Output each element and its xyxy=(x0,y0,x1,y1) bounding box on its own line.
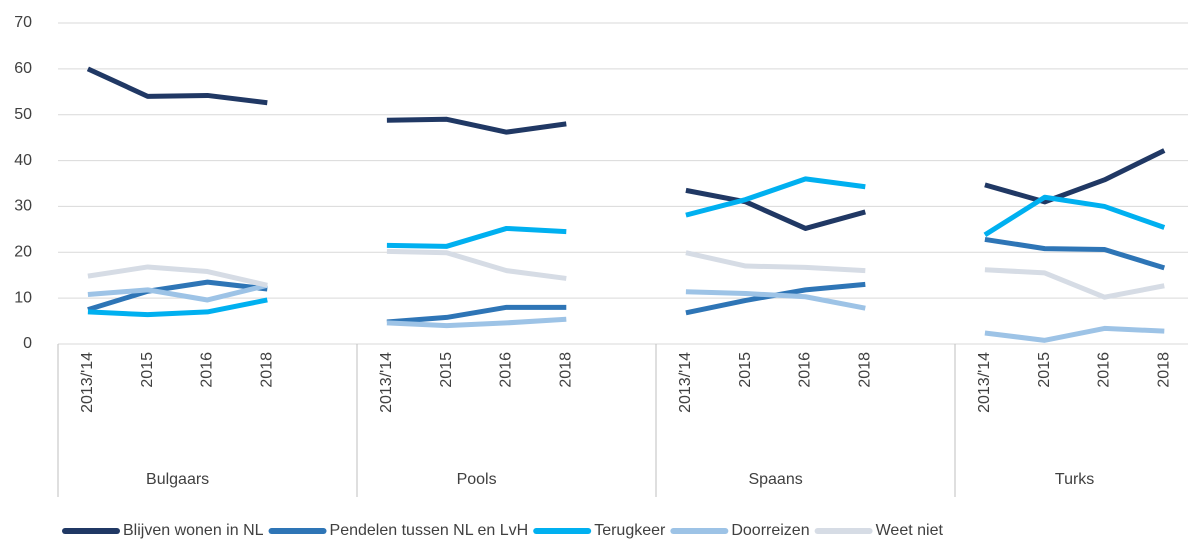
legend-label: Weet niet xyxy=(876,522,944,539)
y-tick-label: 10 xyxy=(14,289,32,306)
x-tick-label: 2018 xyxy=(259,352,276,388)
y-tick-label: 0 xyxy=(23,335,32,352)
series-line xyxy=(386,304,567,325)
y-tick-label: 40 xyxy=(14,152,32,169)
group-label: Turks xyxy=(1055,471,1094,488)
x-tick-label: 2015 xyxy=(139,352,156,388)
legend-label: Pendelen tussen NL en LvH xyxy=(330,522,529,539)
series-line xyxy=(386,225,567,249)
x-tick-label: 2018 xyxy=(1156,352,1173,388)
series-line xyxy=(984,148,1166,205)
x-tick-label: 2013/'14 xyxy=(976,352,993,413)
legend-label: Doorreizen xyxy=(731,522,809,539)
x-tick-label: 2013/'14 xyxy=(378,352,395,413)
x-tick-label: 2016 xyxy=(797,352,814,388)
series-line xyxy=(87,297,268,318)
y-tick-label: 30 xyxy=(14,198,32,215)
series-line xyxy=(87,264,268,288)
x-tick-label: 2016 xyxy=(199,352,216,388)
x-tick-label: 2013/'14 xyxy=(677,352,694,413)
series-line xyxy=(984,267,1165,300)
series-line xyxy=(86,66,268,106)
x-tick-label: 2016 xyxy=(1096,352,1113,388)
x-tick-label: 2015 xyxy=(1036,352,1053,388)
series-line xyxy=(386,116,567,135)
series-line xyxy=(685,289,866,311)
group-label: Bulgaars xyxy=(146,471,209,488)
y-tick-label: 50 xyxy=(14,106,32,123)
legend-label: Blijven wonen in NL xyxy=(123,522,264,539)
group-label: Spaans xyxy=(748,471,802,488)
series-line xyxy=(984,236,1166,271)
series-line xyxy=(984,325,1165,343)
x-tick-label: 2013/'14 xyxy=(79,352,96,413)
series-line xyxy=(386,316,567,329)
x-tick-label: 2018 xyxy=(558,352,575,388)
series-line xyxy=(87,279,268,312)
series-line xyxy=(685,187,866,231)
x-tick-label: 2015 xyxy=(438,352,455,388)
x-tick-label: 2018 xyxy=(857,352,874,388)
x-tick-label: 2016 xyxy=(498,352,515,388)
series-line xyxy=(87,282,268,303)
series-line xyxy=(983,194,1166,237)
series-line xyxy=(386,248,567,281)
y-tick-label: 70 xyxy=(14,14,32,31)
y-tick-label: 60 xyxy=(14,60,32,77)
group-label: Pools xyxy=(457,471,497,488)
series-line xyxy=(685,176,866,218)
series-line xyxy=(685,250,866,274)
x-tick-label: 2015 xyxy=(737,352,754,388)
legend-label: Terugkeer xyxy=(594,522,666,539)
y-tick-label: 20 xyxy=(14,244,32,261)
